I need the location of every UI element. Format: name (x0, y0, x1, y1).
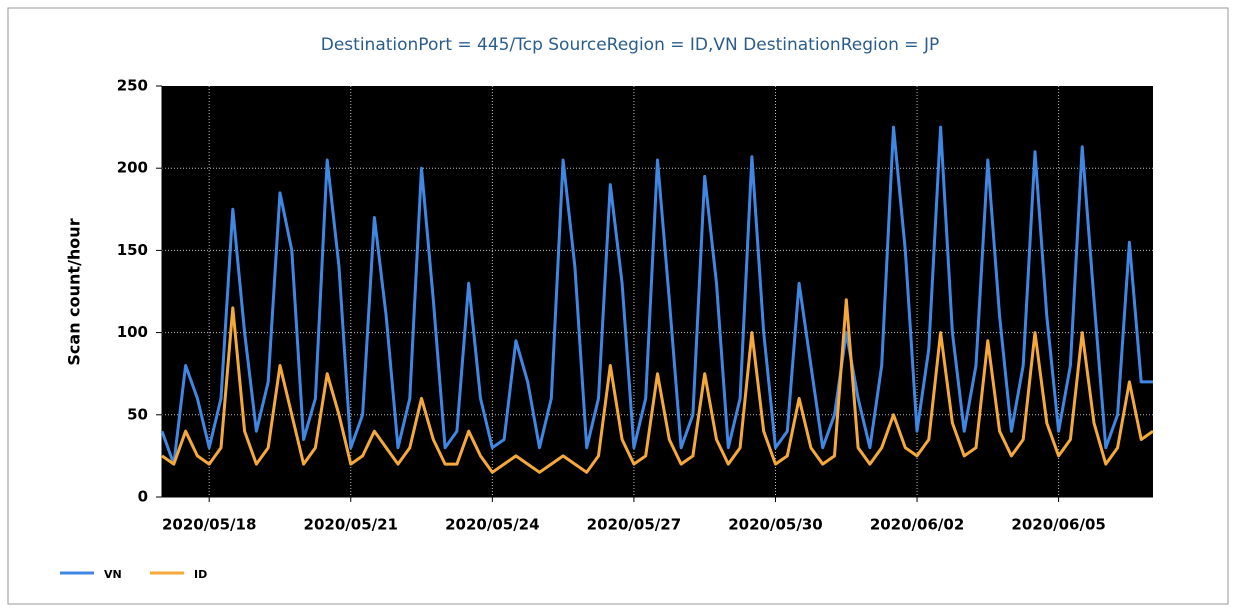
x-tick-label: 2020/06/05 (1011, 516, 1105, 534)
y-tick-label: 50 (127, 405, 148, 423)
x-tick-label: 2020/06/02 (870, 516, 964, 534)
y-tick-label: 0 (138, 488, 148, 506)
y-tick-label: 200 (117, 159, 148, 177)
plot-area (162, 86, 1153, 497)
y-tick-label: 100 (117, 323, 148, 341)
y-axis-label: Scan count/hour (65, 218, 84, 365)
series-line (161, 298, 1154, 474)
x-tick-label: 2020/05/18 (162, 516, 256, 534)
x-tick-label: 2020/05/30 (728, 516, 822, 534)
chart-title: DestinationPort = 445/Tcp SourceRegion =… (321, 35, 939, 55)
series-line (160, 125, 1153, 466)
legend-label: VN (104, 568, 122, 581)
x-tick-label: 2020/05/27 (587, 516, 681, 534)
y-tick-label: 250 (117, 77, 148, 95)
legend-label: ID (194, 568, 207, 581)
x-tick-label: 2020/05/21 (304, 516, 398, 534)
y-tick-label: 150 (117, 241, 148, 259)
x-tick-label: 2020/05/24 (445, 516, 539, 534)
